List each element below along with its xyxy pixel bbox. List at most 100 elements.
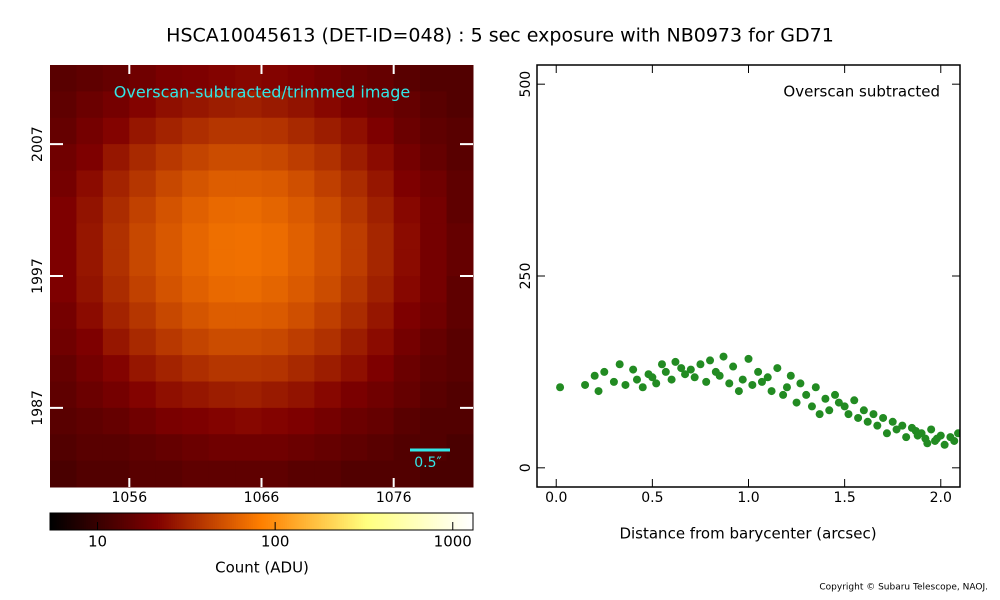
- scatter-point: [869, 410, 878, 419]
- scatter-point: [702, 377, 711, 386]
- heatmap-cell: [50, 407, 77, 435]
- heatmap-cell: [340, 196, 368, 224]
- colorbar-swatch: [428, 513, 432, 530]
- heatmap-cell: [420, 460, 448, 488]
- colorbar-swatch: [255, 513, 258, 530]
- heatmap-cell: [76, 91, 104, 119]
- heatmap-cell: [261, 65, 289, 92]
- heatmap-cell: [182, 117, 210, 145]
- scatter-point: [677, 364, 686, 373]
- colorbar-swatch: [462, 513, 466, 530]
- heatmap-cell: [208, 276, 236, 303]
- colorbar-tick-label: 1000: [434, 533, 472, 551]
- colorbar-swatch: [159, 513, 163, 530]
- y-tick-label: 500: [518, 71, 534, 98]
- heatmap-cell: [367, 144, 395, 171]
- heatmap-cell: [420, 434, 448, 462]
- colorbar-swatch: [179, 513, 182, 530]
- y-tick-label: 250: [518, 263, 534, 290]
- heatmap-cell: [261, 170, 289, 198]
- heatmap-cell: [393, 276, 421, 303]
- scatter-point: [632, 375, 641, 384]
- heatmap-cell: [155, 196, 183, 224]
- heatmap-cell: [287, 434, 315, 462]
- scatter-point: [932, 434, 941, 443]
- colorbar-swatch: [293, 513, 296, 530]
- x-tick-label: 1.0: [737, 490, 759, 506]
- heatmap-cell: [76, 302, 104, 330]
- heatmap-cell: [155, 276, 183, 303]
- heatmap-cell: [76, 355, 104, 382]
- heatmap-cell: [102, 144, 130, 171]
- heatmap-cell: [314, 91, 342, 119]
- colorbar-swatch: [223, 513, 227, 530]
- scatter-point: [667, 375, 676, 384]
- scatter-point: [609, 377, 618, 386]
- heatmap-cell: [287, 144, 315, 171]
- heatmap-cell: [340, 381, 368, 409]
- scatter-point: [652, 379, 661, 388]
- heatmap-cell: [287, 460, 315, 488]
- heatmap-cell: [367, 407, 395, 435]
- heatmap-cell: [420, 196, 448, 224]
- colorbar-swatch: [69, 513, 72, 530]
- scatter-point: [615, 360, 624, 369]
- colorbar-swatch: [134, 513, 138, 530]
- scatter-point: [913, 431, 922, 440]
- colorbar-swatch: [143, 513, 146, 530]
- scatter-point: [923, 439, 932, 448]
- heatmap-cell: [446, 328, 474, 356]
- heatmap-cell: [446, 170, 474, 198]
- scatter-point: [729, 362, 738, 371]
- heatmap-cell: [340, 407, 368, 435]
- colorbar-swatch: [329, 513, 332, 530]
- heatmap-cell: [208, 355, 236, 382]
- scatter-point: [590, 371, 599, 380]
- heatmap-cell: [102, 196, 130, 224]
- scatter-point: [661, 367, 670, 376]
- colorbar-swatch: [280, 513, 284, 530]
- heatmap-cell: [50, 434, 77, 462]
- heatmap-cell: [102, 223, 130, 251]
- colorbar-swatch: [210, 513, 214, 530]
- colorbar-swatch: [242, 513, 246, 530]
- colorbar-swatch: [119, 513, 123, 530]
- heatmap-cell: [367, 381, 395, 409]
- colorbar-swatch: [121, 513, 125, 530]
- heatmap-cell: [129, 328, 157, 356]
- heatmap-cell: [76, 117, 104, 145]
- colorbar-swatch: [107, 513, 110, 530]
- heatmap-cell: [235, 460, 262, 488]
- colorbar-swatch: [453, 513, 457, 530]
- colorbar-swatch: [98, 513, 102, 530]
- heatmap-cell: [314, 328, 342, 356]
- scatter-point: [748, 380, 757, 389]
- colorbar-swatch: [111, 513, 114, 530]
- colorbar-swatch: [176, 513, 180, 530]
- heatmap-cell: [235, 249, 262, 277]
- heatmap-cell: [129, 65, 157, 92]
- heatmap-cell: [393, 196, 421, 224]
- heatmap-cell: [287, 328, 315, 356]
- colorbar-swatch: [140, 513, 144, 530]
- colorbar-swatch: [405, 513, 408, 530]
- colorbar-swatch: [261, 513, 265, 530]
- colorbar-swatch: [174, 513, 178, 530]
- y-tick-label: 1987: [30, 390, 46, 426]
- colorbar-swatch: [365, 513, 368, 530]
- heatmap-cell: [420, 355, 448, 382]
- scatter-point: [744, 354, 753, 363]
- colorbar-swatch: [407, 513, 411, 530]
- heatmap-cell: [208, 144, 236, 171]
- heatmap-cell: [129, 249, 157, 277]
- heatmap-cell: [314, 381, 342, 409]
- heatmap-cell: [155, 249, 183, 277]
- heatmap-cell: [287, 407, 315, 435]
- colorbar-swatch: [367, 513, 370, 530]
- colorbar-swatch: [382, 513, 385, 530]
- colorbar-tick-label: 100: [261, 533, 290, 551]
- heatmap-cell: [287, 276, 315, 303]
- scatter-point: [902, 433, 911, 442]
- heatmap-cell: [129, 144, 157, 171]
- colorbar-swatch: [81, 513, 85, 530]
